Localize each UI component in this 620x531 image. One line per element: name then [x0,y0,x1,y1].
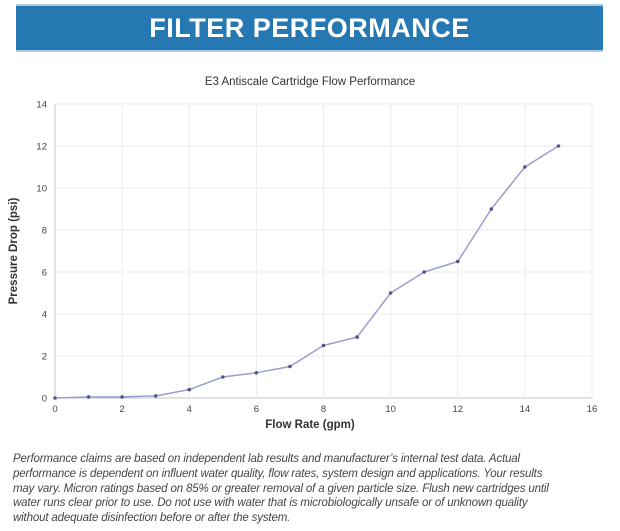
data-point-marker [254,371,259,375]
data-point-marker [53,396,57,400]
y-tick-label: 0 [42,394,47,405]
data-line [54,145,560,399]
y-tick-label: 4 [42,310,47,321]
x-tick-label: 16 [587,404,598,415]
disclaimer-line: may vary. Micron ratings based on 85% or… [13,482,549,495]
chart-title: E3 Antiscale Cartridge Flow Performance [204,76,416,88]
data-point-marker [489,207,494,211]
y-tick-label: 6 [42,268,47,279]
y-tick-label: 14 [36,100,47,111]
x-tick-label: 0 [52,404,57,415]
x-tick-label: 6 [254,404,259,415]
disclaimer-line: performance is dependent on influent wat… [13,467,543,480]
data-point-marker [86,395,91,399]
y-tick-label: 10 [36,184,47,195]
data-point-marker [556,144,561,148]
data-point-marker [523,165,527,169]
x-axis-label: Flow Rate (gpm) [265,419,355,431]
y-tick-label: 8 [42,226,47,237]
data-point-marker [422,270,426,274]
y-tick-label: 12 [36,142,47,153]
x-tick-label: 4 [187,404,192,415]
data-point-marker [355,335,359,339]
plot-svg: 0 2 4 6 8 10 12 14 0 2 4 6 8 10 12 14 16 [36,100,598,416]
disclaimer-line: Performance claims are based on independ… [13,453,520,465]
disclaimer-line: water runs clear prior to use. Do not us… [13,497,528,510]
data-point-marker [187,387,192,392]
x-tick-label: 10 [385,404,396,415]
disclaimer-text: Performance claims are based on independ… [13,452,615,526]
x-tick-label: 2 [119,404,124,415]
data-point-marker [288,364,292,369]
data-point-marker [153,394,158,398]
header-bar: FILTER PERFORMANCE [16,4,603,52]
header-title: FILTER PERFORMANCE [149,12,470,43]
data-point-marker [221,375,225,379]
y-tick-label: 2 [42,352,47,363]
data-point-marker [321,343,326,348]
data-point-marker [388,291,393,295]
data-point-marker [120,395,124,399]
data-point-marker [455,259,460,264]
disclaimer-line: without adequate disinfection before or … [13,512,291,525]
x-tick-label: 8 [321,404,326,415]
x-tick-label: 14 [520,404,531,415]
y-axis-label: Pressure Drop (psi) [8,197,20,305]
flow-performance-chart: E3 Antiscale Cartridge Flow Performance … [0,52,620,437]
x-tick-label: 12 [452,404,463,415]
